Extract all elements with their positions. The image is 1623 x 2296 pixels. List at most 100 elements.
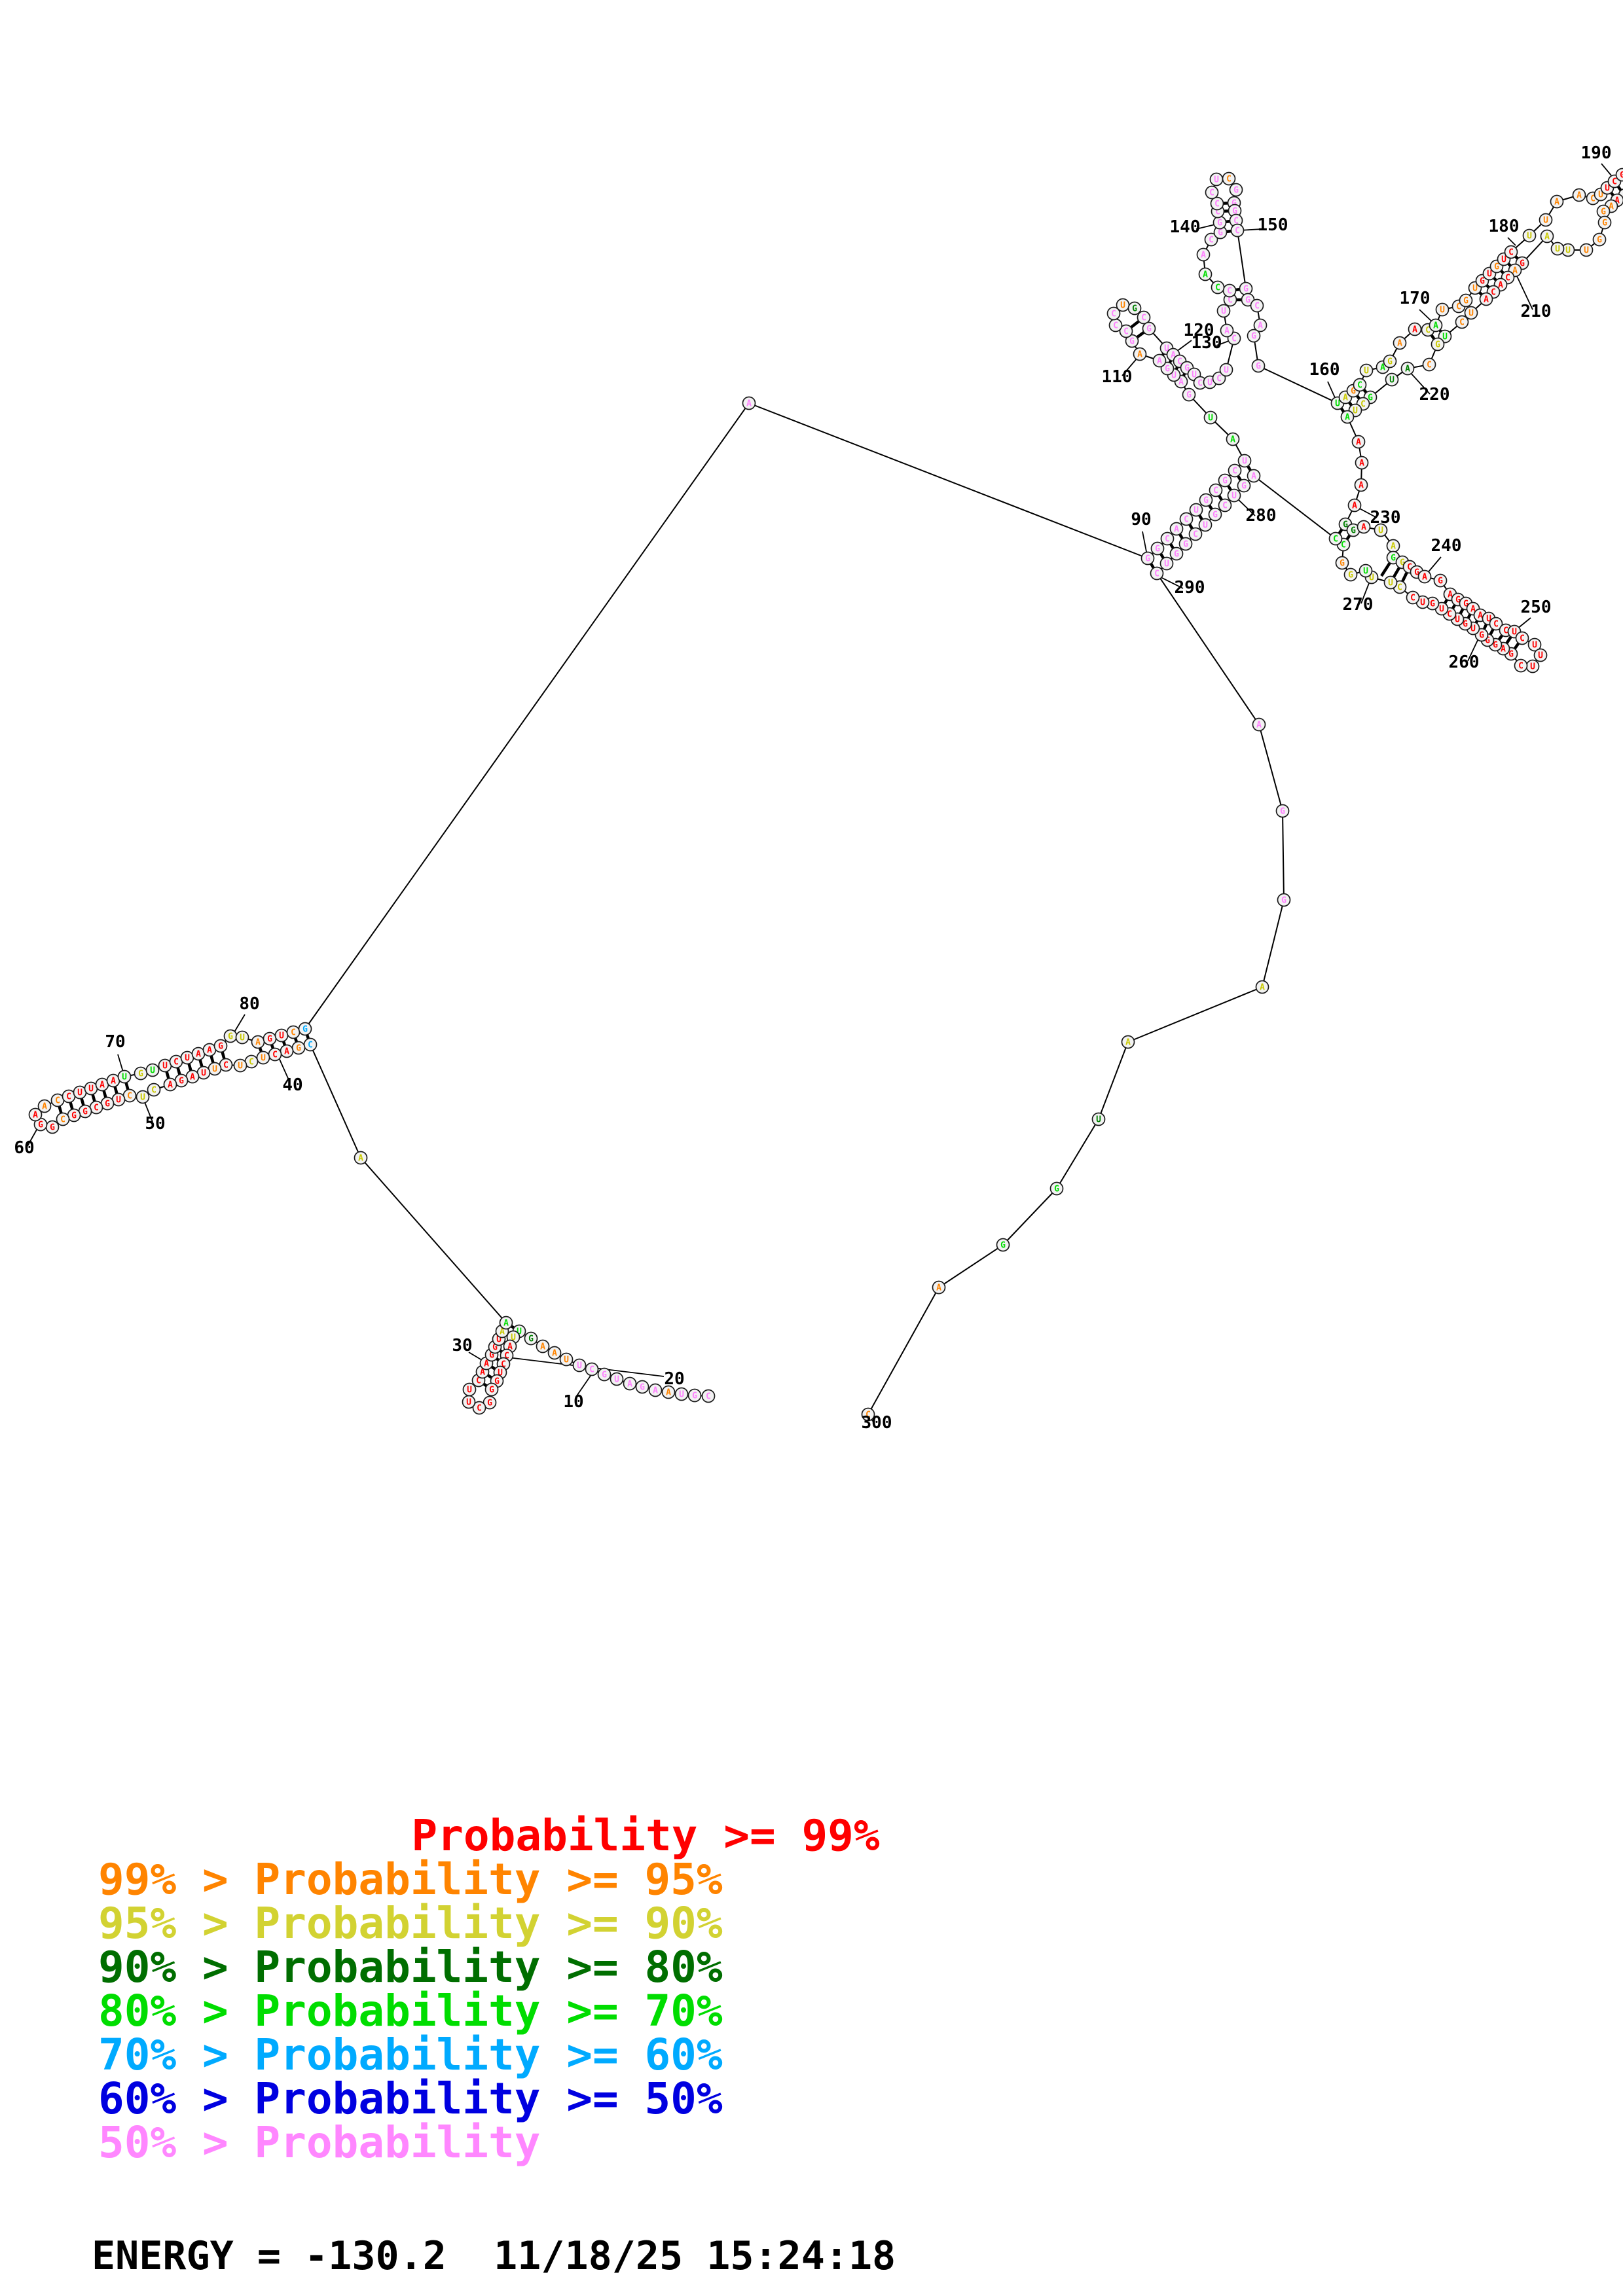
- position-label: 120: [1184, 321, 1214, 340]
- nucleotide-bead: [1455, 315, 1469, 329]
- nucleotide-letter: G: [1129, 337, 1135, 347]
- nucleotide-letter: G: [1281, 896, 1286, 906]
- backbone-segment: [938, 1244, 1004, 1288]
- nucleotide-letter: C: [1216, 374, 1222, 384]
- nucleotide-letter: G: [1351, 526, 1356, 536]
- nucleotide-letter: G: [1597, 236, 1602, 245]
- label-leader-line: [1507, 237, 1516, 246]
- nucleotide-letter: G: [1203, 496, 1209, 506]
- nucleotide-letter: A: [500, 1327, 505, 1337]
- nucleotide-bead: [298, 1022, 312, 1036]
- nucleotide-bead: [1222, 171, 1236, 186]
- nucleotide-letter: G: [1184, 364, 1190, 374]
- nucleotide-letter: A: [190, 1073, 195, 1083]
- label-leader-line: [1467, 637, 1480, 662]
- nucleotide-letter: G: [267, 1035, 272, 1045]
- nucleotide-letter: A: [100, 1081, 105, 1090]
- nucleotide-letter: G: [1213, 511, 1218, 520]
- backbone-segment: [1258, 365, 1338, 404]
- nucleotide-bead: [1218, 473, 1232, 488]
- nucleotide-letter: C: [1341, 541, 1346, 550]
- nucleotide-letter: G: [1218, 228, 1223, 238]
- position-label: 50: [145, 1114, 165, 1134]
- nucleotide-bead: [1199, 493, 1213, 507]
- nucleotide-letter: A: [33, 1111, 38, 1121]
- nucleotide-bead: [1351, 435, 1366, 449]
- nucleotide-letter: U: [1512, 628, 1517, 637]
- nucleotide-bead: [1152, 353, 1167, 368]
- nucleotide-letter: C: [1425, 326, 1431, 336]
- nucleotide-bead: [1540, 229, 1554, 243]
- nucleotide-letter: C: [866, 1410, 871, 1420]
- backbone-segment: [304, 403, 750, 1030]
- backbone-segment: [1262, 899, 1285, 988]
- nucleotide-letter: A: [484, 1359, 489, 1369]
- nucleotide-bead: [1182, 387, 1196, 402]
- nucleotide-letter: C: [1222, 501, 1228, 511]
- nucleotide-letter: U: [201, 1069, 206, 1079]
- backbone-segment: [1127, 986, 1263, 1043]
- nucleotide-bead: [635, 1380, 649, 1394]
- nucleotide-letter: C: [60, 1115, 65, 1125]
- nucleotide-bead: [235, 1030, 249, 1045]
- nucleotide-letter: U: [279, 1031, 284, 1041]
- nucleotide-letter: U: [1555, 245, 1560, 255]
- position-label: 90: [1131, 510, 1151, 529]
- nucleotide-letter: U: [1369, 573, 1374, 583]
- label-leader-line: [1142, 531, 1148, 556]
- position-label: 10: [563, 1392, 583, 1412]
- nucleotide-letter: G: [1508, 650, 1514, 660]
- nucleotide-letter: U: [1486, 615, 1491, 624]
- nucleotide-letter: A: [1554, 198, 1559, 207]
- nucleotide-bead: [1417, 569, 1432, 584]
- nucleotide-letter: G: [302, 1025, 308, 1035]
- backbone-segment: [1258, 724, 1283, 812]
- nucleotide-letter: G: [1231, 199, 1237, 209]
- nucleotide-letter: A: [42, 1102, 47, 1112]
- nucleotide-bead: [1277, 893, 1291, 907]
- nucleotide-letter: G: [1485, 636, 1490, 646]
- nucleotide-bead: [572, 1358, 587, 1372]
- nucleotide-letter: C: [1333, 535, 1338, 545]
- nucleotide-letter: U: [564, 1355, 569, 1365]
- nucleotide-bead: [1340, 410, 1355, 424]
- nucleotide-letter: U: [1468, 309, 1474, 319]
- nucleotide-letter: A: [168, 1081, 173, 1090]
- nucleotide-bead: [28, 1107, 43, 1122]
- nucleotide-bead: [462, 1382, 477, 1397]
- nucleotide-letter: A: [1258, 321, 1263, 331]
- nucleotide-bead: [1179, 512, 1194, 526]
- position-label: 170: [1400, 289, 1431, 308]
- nucleotide-letter: C: [1111, 310, 1116, 319]
- nucleotide-letter: C: [173, 1058, 179, 1067]
- nucleotide-letter: U: [140, 1093, 145, 1103]
- nucleotide-letter: U: [1194, 506, 1199, 516]
- nucleotide-letter: G: [1430, 600, 1435, 609]
- nucleotide-bead: [1406, 590, 1420, 605]
- nucleotide-letter: C: [1177, 357, 1182, 367]
- nucleotide-letter: C: [1215, 283, 1220, 293]
- nucleotide-letter: C: [1491, 288, 1496, 298]
- nucleotide-letter: A: [1359, 481, 1364, 491]
- label-leader-line: [278, 1056, 290, 1082]
- backbone-segment: [1282, 810, 1285, 901]
- nucleotide-bead: [1178, 537, 1193, 551]
- position-label: 20: [664, 1369, 684, 1389]
- nucleotide-bead: [256, 1050, 270, 1065]
- label-leader-line: [1122, 357, 1139, 376]
- nucleotide-letter: A: [1359, 459, 1364, 469]
- nucleotide-letter: A: [1356, 438, 1361, 448]
- nucleotide-letter: G: [1493, 641, 1498, 651]
- legend-row-50: 60% > Probability >= 50%: [98, 2073, 723, 2124]
- nucleotide-bead: [1429, 318, 1443, 332]
- legend-row-99: Probability >= 99%: [255, 1810, 880, 1861]
- nucleotide-letter: A: [1125, 1038, 1131, 1048]
- nucleotide-letter: G: [1601, 207, 1606, 217]
- legend-row-below50: 50% > Probability: [98, 2117, 541, 2168]
- position-label: 30: [452, 1336, 472, 1355]
- position-label: 110: [1102, 367, 1133, 387]
- nucleotide-letter: C: [1141, 314, 1146, 323]
- nucleotide-bead: [559, 1352, 574, 1367]
- nucleotide-bead: [1137, 310, 1151, 325]
